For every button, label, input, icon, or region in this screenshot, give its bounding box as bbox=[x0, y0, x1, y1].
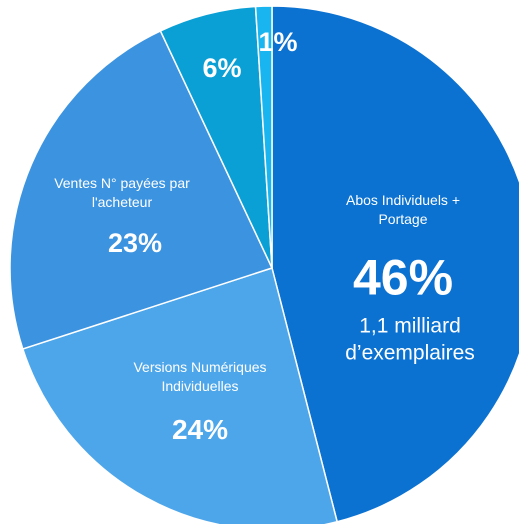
value-label: 6% bbox=[202, 52, 242, 83]
value-label: 24% bbox=[171, 414, 229, 446]
slice-label: Ventes N° payées par l'acheteur bbox=[54, 175, 190, 210]
value-label: 23% bbox=[107, 227, 163, 258]
pie-slice bbox=[271, 5, 519, 523]
pie-slice bbox=[21, 267, 339, 524]
value-label: 1% bbox=[258, 26, 298, 57]
annotation: 1,1 milliard d’exemplaires bbox=[345, 314, 475, 365]
slice-label: Versions Numériques Individuelles bbox=[133, 359, 267, 394]
pie-slice bbox=[254, 5, 273, 269]
slice-label: Abos Individuels + Portage bbox=[345, 192, 461, 227]
pie-slice bbox=[9, 29, 274, 350]
value-label: 46% bbox=[352, 249, 454, 306]
